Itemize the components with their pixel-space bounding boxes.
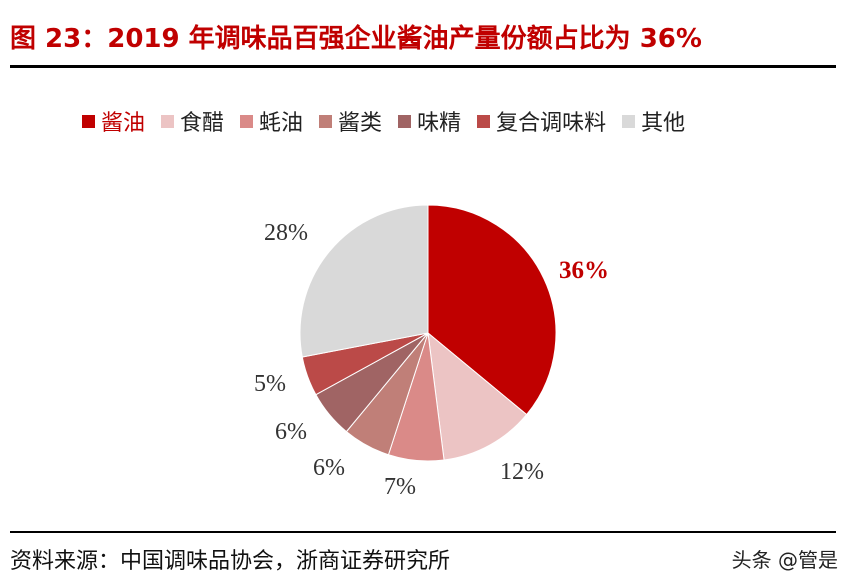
bottom-divider xyxy=(10,531,836,533)
legend-label: 蚝油 xyxy=(259,111,304,136)
pie-label-compound: 5% xyxy=(254,371,286,397)
legend-label: 复合调味料 xyxy=(496,111,607,136)
pie-slice xyxy=(299,204,429,358)
legend-item-other: 其他 xyxy=(622,105,685,137)
legend-swatch xyxy=(240,114,254,128)
pie-label-other: 28% xyxy=(264,220,308,246)
legend: 酱油 食醋 蚝油 酱类 味精 复合调味料 其他 xyxy=(82,105,701,137)
legend-item-paste: 酱类 xyxy=(319,105,382,137)
legend-item-vinegar: 食醋 xyxy=(161,105,224,137)
legend-swatch xyxy=(622,114,636,128)
legend-swatch xyxy=(82,114,95,128)
watermark: 头条 @管是 xyxy=(731,548,838,572)
legend-label: 酱油 xyxy=(101,111,146,136)
pie-label-msg: 6% xyxy=(275,419,307,445)
pie-label-soy-sauce: 36% xyxy=(559,257,609,284)
legend-item-oyster-sauce: 蚝油 xyxy=(240,105,303,137)
pie-label-paste: 6% xyxy=(313,455,345,481)
legend-swatch xyxy=(319,114,333,128)
legend-item-msg: 味精 xyxy=(398,105,461,137)
chart-title: 图 23：2019 年调味品百强企业酱油产量份额占比为 36% xyxy=(10,24,702,54)
legend-label: 食醋 xyxy=(180,111,225,136)
legend-label: 酱类 xyxy=(338,111,383,136)
legend-item-compound: 复合调味料 xyxy=(477,105,606,137)
legend-label: 其他 xyxy=(641,111,686,136)
pie-slice xyxy=(427,204,557,416)
legend-swatch xyxy=(161,114,175,128)
legend-swatch xyxy=(398,114,412,128)
legend-swatch xyxy=(477,114,491,128)
legend-item-soy-sauce: 酱油 xyxy=(82,105,145,137)
pie-label-oyster-sauce: 7% xyxy=(384,474,416,500)
top-divider xyxy=(10,65,836,68)
pie-label-vinegar: 12% xyxy=(500,459,544,485)
legend-label: 味精 xyxy=(417,111,462,136)
pie-slice xyxy=(427,331,528,461)
source-note: 资料来源：中国调味品协会，浙商证券研究所 xyxy=(10,549,451,574)
